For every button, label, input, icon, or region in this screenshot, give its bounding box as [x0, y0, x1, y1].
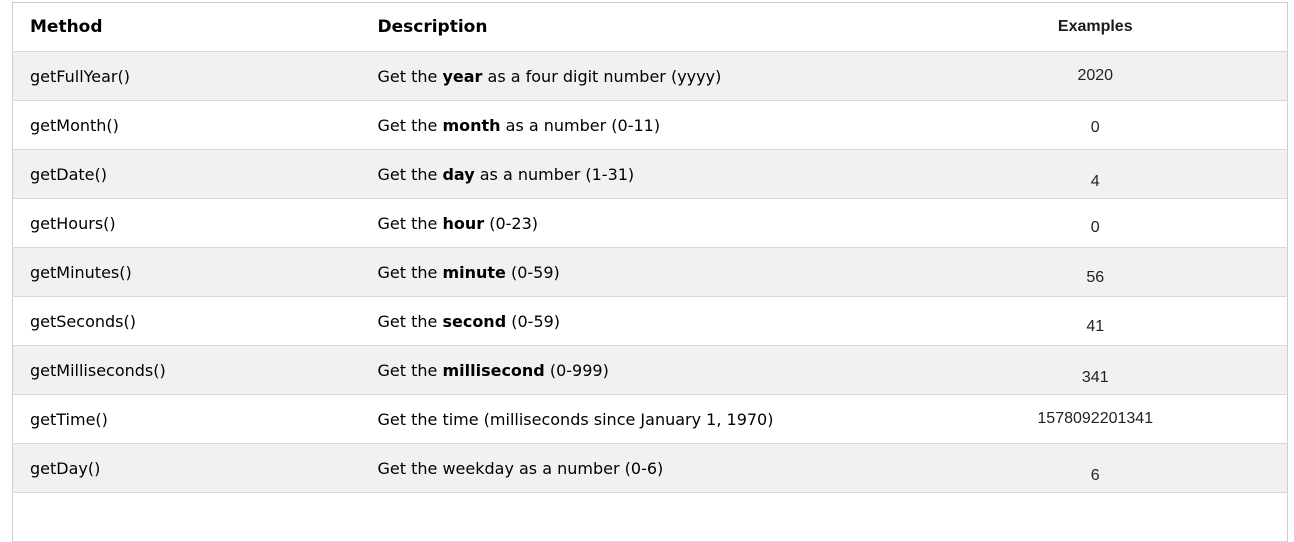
- method-name: getFullYear(): [30, 66, 130, 86]
- description-text: (0-59): [506, 311, 561, 331]
- description-text: (0-59): [505, 262, 560, 282]
- description-cell: Get the second (0-59): [361, 297, 904, 346]
- description-bold-text: minute: [442, 262, 506, 282]
- description-text: Get the: [377, 360, 443, 380]
- example-value: 4: [1090, 173, 1100, 190]
- description-cell: Get the month as a number (0-11): [361, 101, 904, 150]
- table-row: getTime() Get the time (milliseconds sin…: [12, 394, 1288, 444]
- method-cell: getFullYear(): [13, 52, 361, 101]
- example-value: 41: [1086, 318, 1105, 335]
- example-cell: 0: [904, 101, 1288, 150]
- example-cell: 6: [904, 444, 1288, 493]
- method-cell: getMinutes(): [13, 248, 361, 297]
- description-text: Get the time (milliseconds since January…: [377, 409, 774, 429]
- column-header-description: Description: [377, 17, 488, 37]
- method-name: getMonth(): [30, 115, 119, 135]
- table-row: getMonth() Get the month as a number (0-…: [12, 100, 1288, 150]
- method-cell: getHours(): [13, 199, 361, 248]
- example-cell: 2020: [904, 52, 1288, 101]
- method-name: getDate(): [30, 164, 107, 184]
- description-cell: [361, 493, 904, 542]
- example-cell: 41: [904, 297, 1288, 346]
- method-cell: getTime(): [13, 395, 361, 444]
- description-bold-text: day: [442, 164, 475, 184]
- example-value: 1578092201341: [1037, 410, 1154, 427]
- description-text: Get the: [377, 213, 443, 233]
- method-name: getHours(): [30, 213, 116, 233]
- description-text: Get the: [377, 66, 443, 86]
- table-row: getFullYear() Get the year as a four dig…: [12, 51, 1288, 101]
- description-bold-text: year: [442, 66, 483, 86]
- description-text: (0-23): [484, 213, 539, 233]
- description-bold-text: millisecond: [442, 360, 545, 380]
- method-cell: [13, 493, 361, 542]
- table-header-row: Method Description Examples: [12, 2, 1288, 52]
- description-text: Get the weekday as a number (0-6): [377, 458, 664, 478]
- example-value: 0: [1090, 119, 1100, 136]
- table-row: getDate() Get the day as a number (1-31)…: [12, 149, 1288, 199]
- method-cell: getMonth(): [13, 101, 361, 150]
- description-cell: Get the weekday as a number (0-6): [361, 444, 904, 493]
- description-cell: Get the millisecond (0-999): [361, 346, 904, 395]
- method-cell: getDate(): [13, 150, 361, 199]
- example-value: 2020: [1077, 67, 1114, 84]
- method-cell: getDay(): [13, 444, 361, 493]
- example-value: 56: [1086, 269, 1105, 286]
- table-row: getMilliseconds() Get the millisecond (0…: [12, 345, 1288, 395]
- example-value: 6: [1090, 467, 1100, 484]
- description-cell: Get the day as a number (1-31): [361, 150, 904, 199]
- description-text: as a number (0-11): [500, 115, 661, 135]
- description-text: Get the: [377, 262, 443, 282]
- method-name: getDay(): [30, 458, 101, 478]
- column-header-examples: Examples: [1057, 18, 1133, 35]
- description-text: Get the: [377, 164, 443, 184]
- description-cell: Get the year as a four digit number (yyy…: [361, 52, 904, 101]
- description-bold-text: second: [442, 311, 507, 331]
- example-cell: 0: [904, 199, 1288, 248]
- method-cell: getMilliseconds(): [13, 346, 361, 395]
- example-cell: 1578092201341: [904, 395, 1288, 444]
- method-name: getTime(): [30, 409, 108, 429]
- description-text: as a four digit number (yyyy): [482, 66, 722, 86]
- date-methods-table: Method Description Examples getFullYear(…: [12, 2, 1288, 542]
- description-text: Get the: [377, 311, 443, 331]
- example-value: 0: [1090, 219, 1100, 236]
- example-cell: 341: [904, 346, 1288, 395]
- description-text: as a number (1-31): [474, 164, 635, 184]
- description-bold-text: hour: [442, 213, 485, 233]
- table-row: getMinutes() Get the minute (0-59) 56: [12, 247, 1288, 297]
- description-cell: Get the hour (0-23): [361, 199, 904, 248]
- method-name: getSeconds(): [30, 311, 136, 331]
- method-name: getMinutes(): [30, 262, 132, 282]
- column-header-method: Method: [30, 17, 103, 37]
- method-name: getMilliseconds(): [30, 360, 166, 380]
- example-value: 341: [1081, 369, 1109, 386]
- table-row-cutoff: [12, 492, 1288, 542]
- description-cell: Get the minute (0-59): [361, 248, 904, 297]
- table-row: getDay() Get the weekday as a number (0-…: [12, 443, 1288, 493]
- description-cell: Get the time (milliseconds since January…: [361, 395, 904, 444]
- description-text: (0-999): [544, 360, 609, 380]
- method-cell: getSeconds(): [13, 297, 361, 346]
- example-cell: 4: [904, 150, 1288, 199]
- description-bold-text: month: [442, 115, 501, 135]
- table-row: getHours() Get the hour (0-23) 0: [12, 198, 1288, 248]
- description-text: Get the: [377, 115, 443, 135]
- table-row: getSeconds() Get the second (0-59) 41: [12, 296, 1288, 346]
- example-cell: [904, 493, 1288, 542]
- example-cell: 56: [904, 248, 1288, 297]
- date-methods-table-container: Method Description Examples getFullYear(…: [12, 2, 1288, 542]
